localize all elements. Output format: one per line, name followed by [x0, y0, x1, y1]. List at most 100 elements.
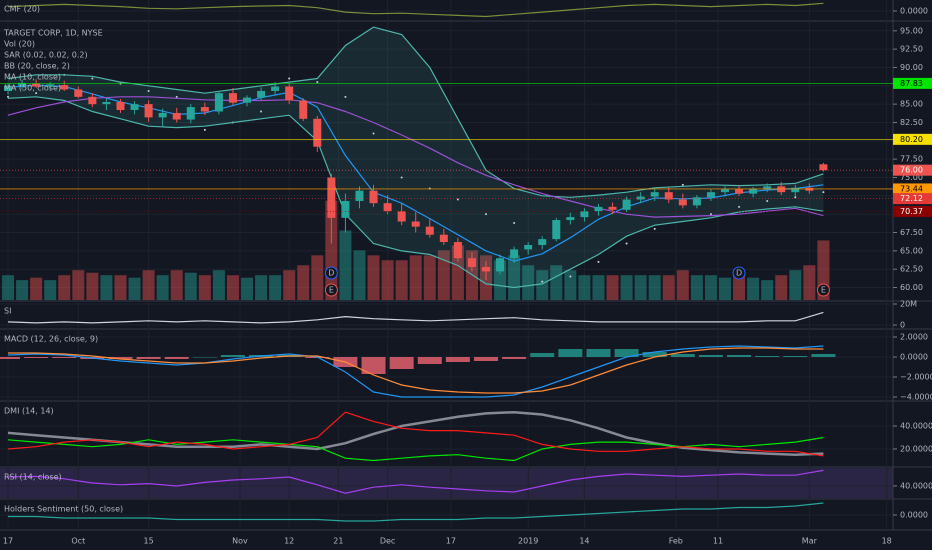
- candle-body: [271, 86, 280, 91]
- x-tick-label: 11: [713, 537, 723, 546]
- indicator-line: [8, 347, 824, 394]
- histogram-bar: [530, 353, 555, 357]
- candle-body: [383, 203, 392, 212]
- sar-dot: [541, 280, 544, 283]
- candle-body: [228, 93, 237, 103]
- histogram-bar: [727, 355, 752, 357]
- histogram-bar: [136, 357, 161, 359]
- sar-dot: [681, 183, 684, 186]
- volume-bar: [367, 255, 380, 300]
- histogram-bar: [558, 349, 583, 357]
- indicator-line: [7, 469, 824, 494]
- sar-dot: [709, 213, 712, 216]
- panel-title: CMF (20): [4, 5, 40, 14]
- candle-body: [552, 220, 561, 240]
- histogram-bar: [0, 357, 21, 359]
- volume-bar: [620, 275, 633, 300]
- event-marker: [816, 283, 830, 297]
- y-tick-label: 85.00: [900, 100, 923, 109]
- candle-body: [116, 101, 125, 111]
- candle-body: [214, 93, 223, 112]
- y-tick-label: −2.0000: [900, 373, 932, 382]
- candle-body: [566, 217, 575, 221]
- sar-dot: [766, 199, 769, 202]
- sar-dot: [400, 176, 403, 179]
- volume-bar: [58, 275, 71, 300]
- candle-body: [299, 100, 308, 119]
- legend-entry: Vol (20): [4, 40, 35, 49]
- volume-bar: [508, 255, 521, 300]
- histogram-bar: [614, 349, 639, 357]
- volume-bar: [339, 230, 352, 300]
- y-tick-label: 75.00: [900, 173, 923, 182]
- volume-bar: [704, 275, 717, 300]
- candle-body: [636, 196, 645, 200]
- event-marker: [732, 266, 746, 280]
- indicator-line: [8, 502, 824, 522]
- candle-body: [524, 244, 533, 250]
- price-tag: [893, 183, 932, 195]
- candle-body: [257, 90, 266, 98]
- price-tag-label: 73.44: [900, 184, 923, 193]
- price-tag-label: 76.00: [900, 166, 923, 175]
- candle-body: [692, 197, 701, 206]
- volume-bar: [114, 275, 127, 300]
- volume-bar: [676, 270, 689, 300]
- event-label: D: [736, 269, 742, 278]
- y-tick-label: 77.50: [900, 155, 923, 164]
- candle-body: [622, 199, 631, 210]
- histogram-bar: [24, 357, 49, 358]
- bollinger-fill: [8, 27, 824, 288]
- y-tick-label: 82.50: [900, 118, 923, 127]
- y-tick-label: 0: [900, 321, 905, 330]
- volume-bar: [451, 245, 464, 300]
- indicator-line: [7, 311, 824, 324]
- volume-bar: [16, 280, 29, 300]
- x-tick-label: 21: [333, 537, 343, 546]
- sar-dot: [260, 110, 263, 113]
- volume-bar: [564, 270, 577, 300]
- candle-body: [510, 249, 519, 259]
- histogram-bar: [670, 354, 695, 357]
- indicator-line: [7, 411, 824, 457]
- x-tick-label: Mar: [802, 537, 818, 546]
- volume-bar: [592, 275, 605, 300]
- sar-dot: [288, 77, 291, 80]
- candle-body: [706, 192, 715, 198]
- candle-body: [791, 187, 800, 193]
- candle-body: [496, 258, 505, 272]
- y-tick-label: 40.0000: [900, 482, 932, 491]
- event-label: D: [328, 269, 334, 278]
- candle-body: [397, 211, 406, 222]
- candle-body: [130, 104, 139, 111]
- volume-bar: [269, 275, 282, 300]
- rsi-band: [0, 468, 893, 498]
- price-tag-label: 70.37: [900, 207, 923, 216]
- volume-bar: [536, 270, 549, 300]
- sar-dot: [203, 128, 206, 131]
- candle-body: [735, 189, 744, 194]
- price-tag: [893, 77, 932, 89]
- histogram-bar: [192, 357, 217, 358]
- volume-bar: [522, 265, 535, 300]
- x-tick-label: 12: [284, 537, 294, 546]
- legend-entry: MA (50, close): [4, 84, 61, 93]
- volume-bar: [395, 260, 408, 300]
- x-tick-label: Nov: [232, 537, 248, 546]
- volume-bar: [803, 265, 816, 300]
- sar-dot: [35, 92, 38, 95]
- event-marker: [324, 283, 338, 297]
- volume-bar: [789, 270, 802, 300]
- price-tag: [893, 133, 932, 145]
- event-label: E: [821, 286, 826, 295]
- indicator-line: [7, 410, 824, 456]
- y-tick-label: 0.0000: [900, 511, 928, 520]
- volume-bar: [423, 255, 436, 300]
- sar-dot: [738, 205, 741, 208]
- volume-bar: [212, 270, 225, 300]
- histogram-bar: [361, 357, 386, 374]
- volume-bar: [86, 272, 99, 300]
- price-tag: [893, 164, 932, 176]
- histogram-bar: [220, 355, 245, 357]
